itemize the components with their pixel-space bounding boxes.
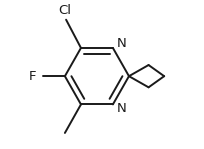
Text: N: N — [116, 37, 126, 50]
Text: Cl: Cl — [58, 4, 71, 17]
Text: N: N — [116, 102, 126, 115]
Text: F: F — [29, 70, 36, 83]
